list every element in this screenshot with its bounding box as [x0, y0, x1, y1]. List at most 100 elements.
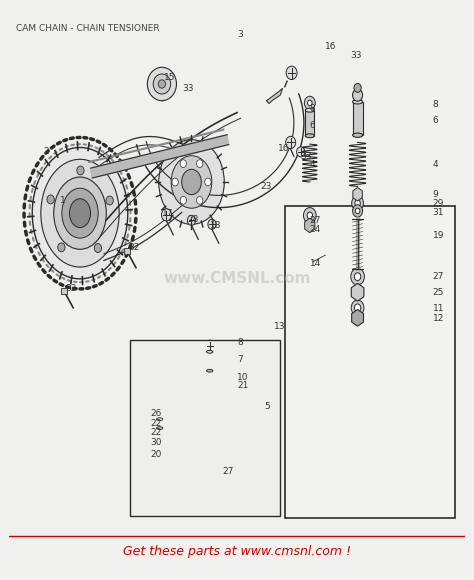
Text: 10: 10 — [237, 374, 248, 382]
Circle shape — [304, 96, 315, 110]
Text: 27: 27 — [222, 467, 234, 476]
Circle shape — [162, 209, 172, 221]
Circle shape — [351, 269, 365, 285]
Ellipse shape — [41, 160, 119, 267]
Text: 2: 2 — [44, 147, 49, 157]
Text: Get these parts at www.cmsnl.com !: Get these parts at www.cmsnl.com ! — [123, 545, 351, 558]
Ellipse shape — [147, 67, 176, 101]
Circle shape — [352, 196, 364, 211]
Circle shape — [155, 442, 164, 454]
Text: 16: 16 — [278, 144, 290, 153]
Bar — [353, 102, 363, 135]
Circle shape — [157, 437, 162, 443]
Polygon shape — [91, 135, 228, 178]
Circle shape — [187, 215, 196, 226]
Text: 15: 15 — [164, 73, 176, 82]
Circle shape — [180, 160, 186, 168]
Text: 12: 12 — [433, 314, 444, 324]
Ellipse shape — [153, 74, 171, 94]
Circle shape — [106, 196, 113, 205]
Ellipse shape — [207, 350, 213, 353]
Text: 27: 27 — [433, 272, 444, 281]
Ellipse shape — [171, 156, 212, 208]
Polygon shape — [352, 310, 364, 326]
Circle shape — [180, 197, 186, 204]
Text: 31: 31 — [433, 208, 444, 216]
Circle shape — [158, 446, 162, 450]
Text: 18: 18 — [210, 222, 221, 230]
Polygon shape — [154, 447, 165, 463]
Text: 7: 7 — [237, 355, 243, 364]
Circle shape — [77, 166, 84, 175]
Text: 32: 32 — [65, 284, 76, 293]
Ellipse shape — [156, 427, 163, 429]
Ellipse shape — [305, 108, 314, 112]
Circle shape — [208, 219, 216, 229]
Circle shape — [286, 136, 296, 148]
Circle shape — [355, 200, 360, 206]
Bar — [207, 352, 213, 371]
Ellipse shape — [182, 169, 201, 195]
FancyBboxPatch shape — [285, 206, 456, 519]
Bar — [61, 288, 67, 294]
Polygon shape — [353, 187, 362, 201]
Text: 25: 25 — [433, 288, 444, 297]
Text: 33: 33 — [300, 152, 311, 161]
Text: 33: 33 — [350, 50, 361, 60]
Text: 8: 8 — [433, 100, 438, 108]
Polygon shape — [153, 405, 166, 422]
Circle shape — [197, 160, 203, 168]
Ellipse shape — [62, 188, 98, 238]
Text: 6: 6 — [310, 121, 316, 130]
Text: 20: 20 — [151, 450, 162, 459]
Circle shape — [354, 84, 361, 92]
Circle shape — [197, 197, 203, 204]
Ellipse shape — [54, 177, 106, 249]
Text: 27: 27 — [310, 216, 321, 226]
Circle shape — [154, 425, 165, 440]
Text: 32: 32 — [129, 243, 140, 252]
Circle shape — [155, 79, 164, 91]
Ellipse shape — [305, 134, 314, 137]
FancyBboxPatch shape — [130, 340, 280, 516]
Text: 17: 17 — [162, 209, 173, 218]
Ellipse shape — [353, 100, 363, 104]
Circle shape — [205, 178, 211, 186]
Polygon shape — [205, 372, 214, 384]
Circle shape — [203, 467, 211, 478]
Ellipse shape — [353, 133, 363, 137]
Text: 21: 21 — [237, 381, 248, 390]
Text: 26: 26 — [151, 409, 162, 418]
Text: 14: 14 — [310, 259, 321, 268]
Text: 4: 4 — [310, 160, 315, 169]
Circle shape — [205, 340, 214, 351]
Circle shape — [157, 430, 162, 436]
Circle shape — [197, 461, 218, 485]
Text: www.CMSNL.com: www.CMSNL.com — [163, 271, 311, 287]
Circle shape — [58, 243, 65, 252]
Text: 5: 5 — [264, 403, 270, 411]
Text: 3: 3 — [237, 31, 243, 39]
Ellipse shape — [70, 199, 91, 227]
Bar — [124, 248, 129, 254]
Text: 16: 16 — [325, 42, 337, 50]
Bar — [156, 419, 163, 428]
Text: 24: 24 — [310, 226, 321, 234]
Ellipse shape — [32, 147, 128, 279]
Text: CAM CHAIN - CHAIN TENSIONER: CAM CHAIN - CHAIN TENSIONER — [16, 24, 160, 33]
Circle shape — [94, 244, 101, 252]
Text: 22: 22 — [151, 428, 162, 437]
Polygon shape — [266, 88, 283, 103]
Circle shape — [297, 147, 305, 157]
Circle shape — [353, 89, 363, 101]
Circle shape — [355, 304, 361, 311]
Ellipse shape — [207, 369, 213, 372]
Circle shape — [286, 66, 297, 79]
Text: 22: 22 — [151, 419, 162, 428]
Circle shape — [172, 178, 178, 186]
Text: 8: 8 — [310, 104, 316, 113]
Circle shape — [355, 273, 361, 281]
Polygon shape — [205, 380, 214, 392]
Ellipse shape — [156, 418, 163, 420]
Text: 19: 19 — [433, 231, 444, 240]
